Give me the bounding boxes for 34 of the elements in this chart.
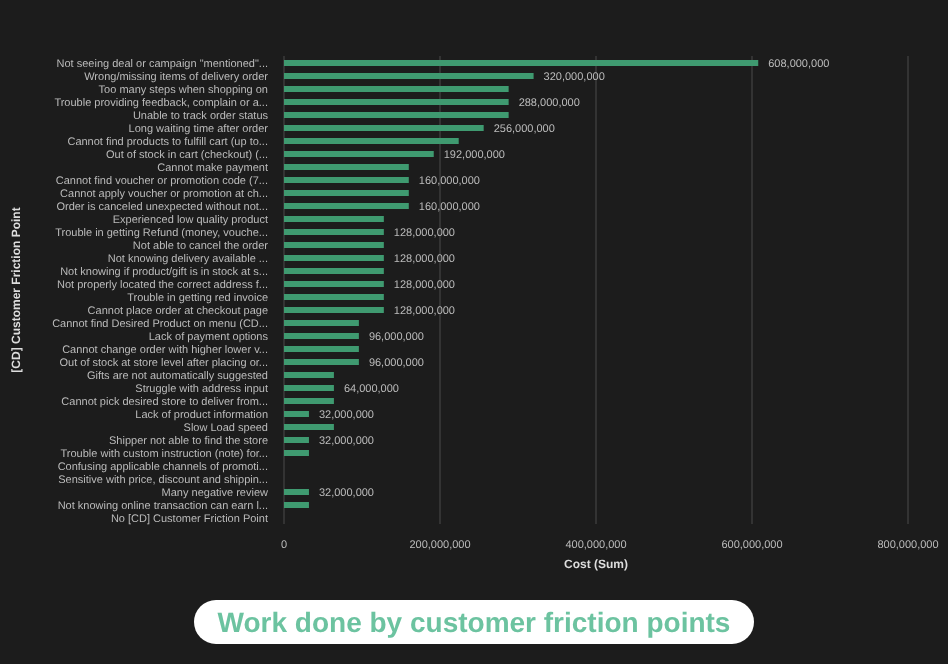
bar xyxy=(284,190,409,196)
bar xyxy=(284,281,384,287)
bar xyxy=(284,151,434,157)
bar xyxy=(284,268,384,274)
bar xyxy=(284,424,334,430)
bar xyxy=(284,112,509,118)
bar xyxy=(284,138,459,144)
bar xyxy=(284,450,309,456)
bar xyxy=(284,177,409,183)
bar xyxy=(284,86,509,92)
bar xyxy=(284,398,334,404)
bar xyxy=(284,346,359,352)
bar xyxy=(284,294,384,300)
bar xyxy=(284,99,509,105)
bar xyxy=(284,320,359,326)
bar xyxy=(284,372,334,378)
bar xyxy=(284,73,534,79)
bar xyxy=(284,229,384,235)
bar xyxy=(284,411,309,417)
bar xyxy=(284,307,384,313)
bar xyxy=(284,255,384,261)
bar xyxy=(284,164,409,170)
bar xyxy=(284,242,384,248)
bar xyxy=(284,502,309,508)
bar xyxy=(284,333,359,339)
bar xyxy=(284,60,759,66)
bar xyxy=(284,216,384,222)
bar xyxy=(284,203,409,209)
bar xyxy=(284,437,309,443)
bar xyxy=(284,385,334,391)
text: Work done by customer friction points xyxy=(193,600,755,644)
bar xyxy=(284,359,359,365)
bar xyxy=(284,125,484,131)
bar xyxy=(284,489,309,495)
